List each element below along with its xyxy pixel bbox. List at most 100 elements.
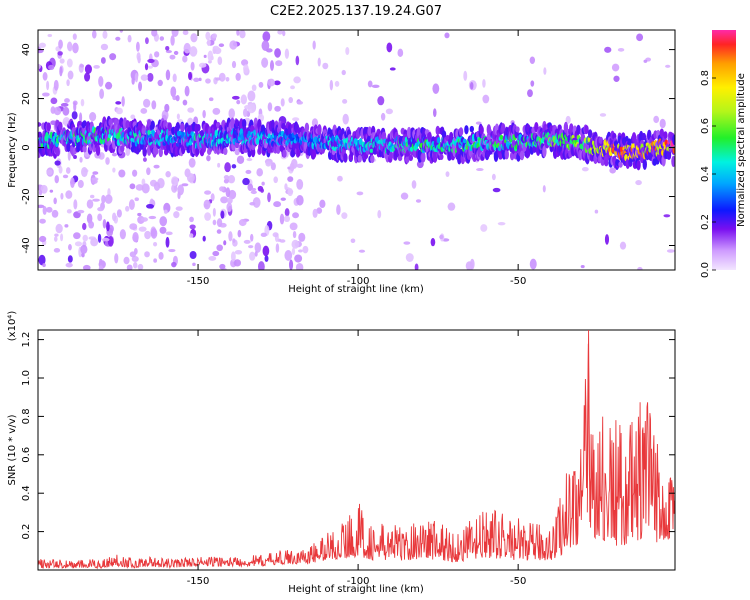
ridge-halo <box>82 145 87 153</box>
noise-speckle <box>219 263 226 270</box>
noise-speckle <box>53 248 61 253</box>
noise-speckle <box>64 98 70 103</box>
noise-speckle <box>40 184 48 194</box>
ridge-halo <box>82 120 87 127</box>
noise-speckle <box>109 53 117 61</box>
ridge-halo <box>408 154 414 162</box>
noise-speckle <box>279 239 286 243</box>
noise-speckle <box>269 60 275 71</box>
noise-speckle <box>230 251 236 262</box>
noise-speckle <box>403 241 411 245</box>
noise-speckle <box>223 178 229 184</box>
noise-speckle <box>158 251 164 260</box>
ridge-halo <box>357 154 362 163</box>
noise-speckle <box>267 192 271 203</box>
noise-speckle <box>150 228 158 239</box>
noise-speckle <box>273 80 281 86</box>
noise-speckle <box>377 95 385 106</box>
noise-speckle <box>212 45 220 50</box>
noise-speckle <box>252 197 261 208</box>
noise-speckle <box>184 85 190 97</box>
noise-speckle <box>280 98 285 107</box>
noise-speckle <box>245 169 252 175</box>
noise-speckle <box>289 259 294 270</box>
noise-speckle <box>100 57 106 64</box>
noise-speckle <box>206 155 211 162</box>
noise-speckle <box>210 193 215 202</box>
ridge-halo <box>282 149 287 158</box>
noise-speckle <box>469 82 474 90</box>
noise-speckle <box>298 232 306 242</box>
noise-speckle <box>297 249 303 253</box>
noise-speckle <box>261 57 269 68</box>
noise-speckle <box>637 266 643 270</box>
noise-speckle <box>249 201 256 206</box>
ridge-halo <box>241 118 247 129</box>
colorbar-tick-label: 0.6 <box>700 118 711 134</box>
noise-speckle <box>148 215 157 220</box>
noise-speckle <box>292 230 297 239</box>
noise-speckle <box>604 46 612 53</box>
noise-speckle <box>377 210 382 219</box>
noise-speckle <box>580 265 585 269</box>
noise-speckle <box>115 101 122 105</box>
noise-speckle <box>82 264 91 270</box>
noise-speckle <box>171 261 177 268</box>
noise-speckle <box>147 58 155 63</box>
noise-speckle <box>665 64 671 68</box>
noise-speckle <box>48 64 55 71</box>
noise-speckle <box>68 244 72 251</box>
noise-speckle <box>42 205 47 215</box>
colorbar: 0.0 0.2 0.4 0.6 0.8 Normalized spectral ampl… <box>700 30 747 278</box>
noise-speckle <box>653 115 660 124</box>
noise-speckle <box>89 112 97 122</box>
noise-speckle <box>146 167 151 176</box>
noise-speckle <box>67 70 74 80</box>
y-tick-label: 0.6 <box>21 447 32 463</box>
noise-speckle <box>609 167 617 174</box>
noise-speckle <box>273 201 282 208</box>
noise-speckle <box>79 156 83 163</box>
noise-speckle <box>530 80 535 87</box>
noise-speckle <box>291 247 296 256</box>
noise-speckle <box>50 97 58 105</box>
noise-speckle <box>173 50 179 55</box>
snr-scale-label: (x10⁴) <box>7 311 18 342</box>
noise-speckle <box>116 209 122 218</box>
noise-speckle <box>57 51 63 56</box>
noise-speckle <box>203 199 211 210</box>
ridge-halo <box>631 132 637 143</box>
snr-panel: -150 -100 -50 0.2 0.4 0.6 0.8 1.0 1.2 Height of… <box>7 311 676 595</box>
noise-speckle <box>216 229 222 234</box>
noise-speckle <box>192 262 196 267</box>
noise-speckle <box>480 224 488 232</box>
snr-y-ticks: 0.2 0.4 0.6 0.8 1.0 1.2 <box>21 332 675 540</box>
noise-speckle <box>246 158 253 162</box>
noise-speckle <box>172 95 177 101</box>
colorbar-label: Normalized spectral amplitude <box>736 73 747 227</box>
noise-speckle <box>411 180 417 189</box>
noise-speckle <box>208 255 217 261</box>
figure-title: C2E2.2025.137.19.24.G07 <box>270 4 442 19</box>
snr-x-ticks: -150 -100 -50 <box>187 330 526 587</box>
ridge-halo <box>397 155 403 162</box>
y-tick-label: 0 <box>21 144 32 150</box>
noise-speckle <box>130 114 136 120</box>
noise-speckle <box>170 35 175 46</box>
y-tick-label: -40 <box>21 237 32 253</box>
y-tick-label: 0.8 <box>21 408 32 424</box>
noise-speckle <box>123 256 130 265</box>
noise-speckle <box>267 102 273 112</box>
noise-speckle <box>293 76 301 84</box>
ridge-halo <box>469 125 475 133</box>
noise-speckle <box>146 203 155 209</box>
noise-speckle <box>98 75 104 87</box>
noise-speckle <box>53 79 59 91</box>
ridge-halo <box>576 124 581 135</box>
noise-speckle <box>198 77 202 82</box>
ridge-halo <box>276 144 281 155</box>
ridge-halo <box>500 123 506 134</box>
noise-speckle <box>70 177 75 189</box>
noise-speckle <box>236 30 240 36</box>
noise-speckle <box>65 262 73 268</box>
